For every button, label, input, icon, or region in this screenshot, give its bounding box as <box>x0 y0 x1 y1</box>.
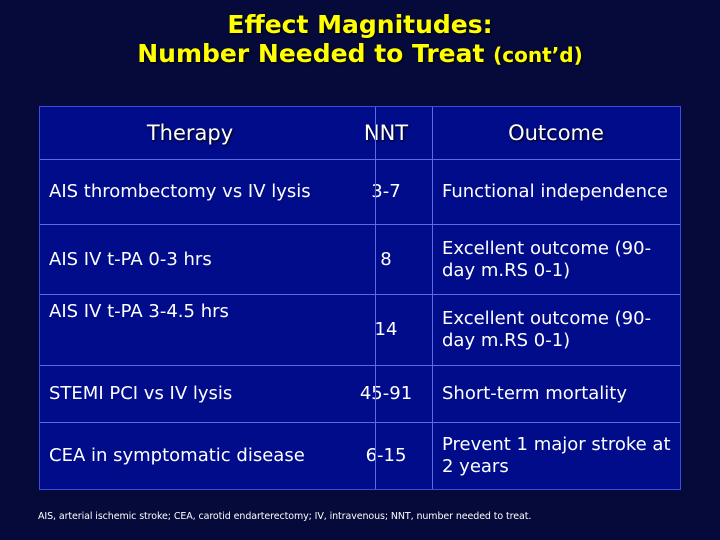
outcome-cell: Functional independence <box>442 181 669 202</box>
therapy-cell: AIS IV t-PA 0-3 hrs <box>49 248 212 270</box>
table-row: AIS IV t-PA 0-3 hrs 8 Excellent outcome … <box>40 225 680 294</box>
row-divider <box>40 224 680 225</box>
nnt-table: Therapy NNT Outcome AIS thrombectomy vs … <box>39 106 681 490</box>
outcome-cell: Prevent 1 major stroke at 2 years <box>442 434 671 477</box>
nnt-cell: 6-15 <box>365 445 407 466</box>
therapy-cell: CEA in symptomatic disease <box>49 445 305 466</box>
column-divider <box>432 107 433 489</box>
therapy-cell: AIS thrombectomy vs IV lysis <box>49 181 311 202</box>
title-suffix: (cont’d) <box>493 43 583 67</box>
title-main: Number Needed to Treat <box>137 39 485 68</box>
header-divider <box>40 159 680 160</box>
outcome-cell: Excellent outcome (90-day m.RS 0-1) <box>442 308 652 351</box>
table-header-row: Therapy NNT Outcome <box>40 107 680 159</box>
outcome-cell: Excellent outcome (90-day m.RS 0-1) <box>442 237 652 281</box>
table-row: CEA in symptomatic disease 6-15 Prevent … <box>40 423 680 489</box>
title-line-2: Number Needed to Treat (cont’d) <box>0 39 720 70</box>
therapy-cell: AIS IV t-PA 3-4.5 hrs <box>49 301 229 322</box>
therapy-cell: STEMI PCI vs IV lysis <box>49 383 233 404</box>
slide-title: Effect Magnitudes: Number Needed to Trea… <box>0 10 720 70</box>
column-divider <box>375 107 376 489</box>
table-row: AIS IV t-PA 3-4.5 hrs 14 Excellent outco… <box>40 295 680 365</box>
title-line-1: Effect Magnitudes: <box>227 10 493 39</box>
row-divider <box>40 365 680 366</box>
footnote: AIS, arterial ischemic stroke; CEA, caro… <box>38 511 532 522</box>
nnt-cell: 8 <box>380 248 392 270</box>
header-therapy: Therapy <box>146 121 234 145</box>
header-nnt: NNT <box>363 121 409 145</box>
nnt-cell: 14 <box>374 319 398 340</box>
table-row: AIS thrombectomy vs IV lysis 3-7 Functio… <box>40 160 680 224</box>
outcome-cell: Short-term mortality <box>442 383 628 404</box>
header-outcome: Outcome <box>508 121 604 145</box>
nnt-cell: 45-91 <box>359 383 413 404</box>
row-divider <box>40 422 680 423</box>
row-divider <box>40 294 680 295</box>
nnt-cell: 3-7 <box>371 181 401 202</box>
table-row: STEMI PCI vs IV lysis 45-91 Short-term m… <box>40 366 680 422</box>
